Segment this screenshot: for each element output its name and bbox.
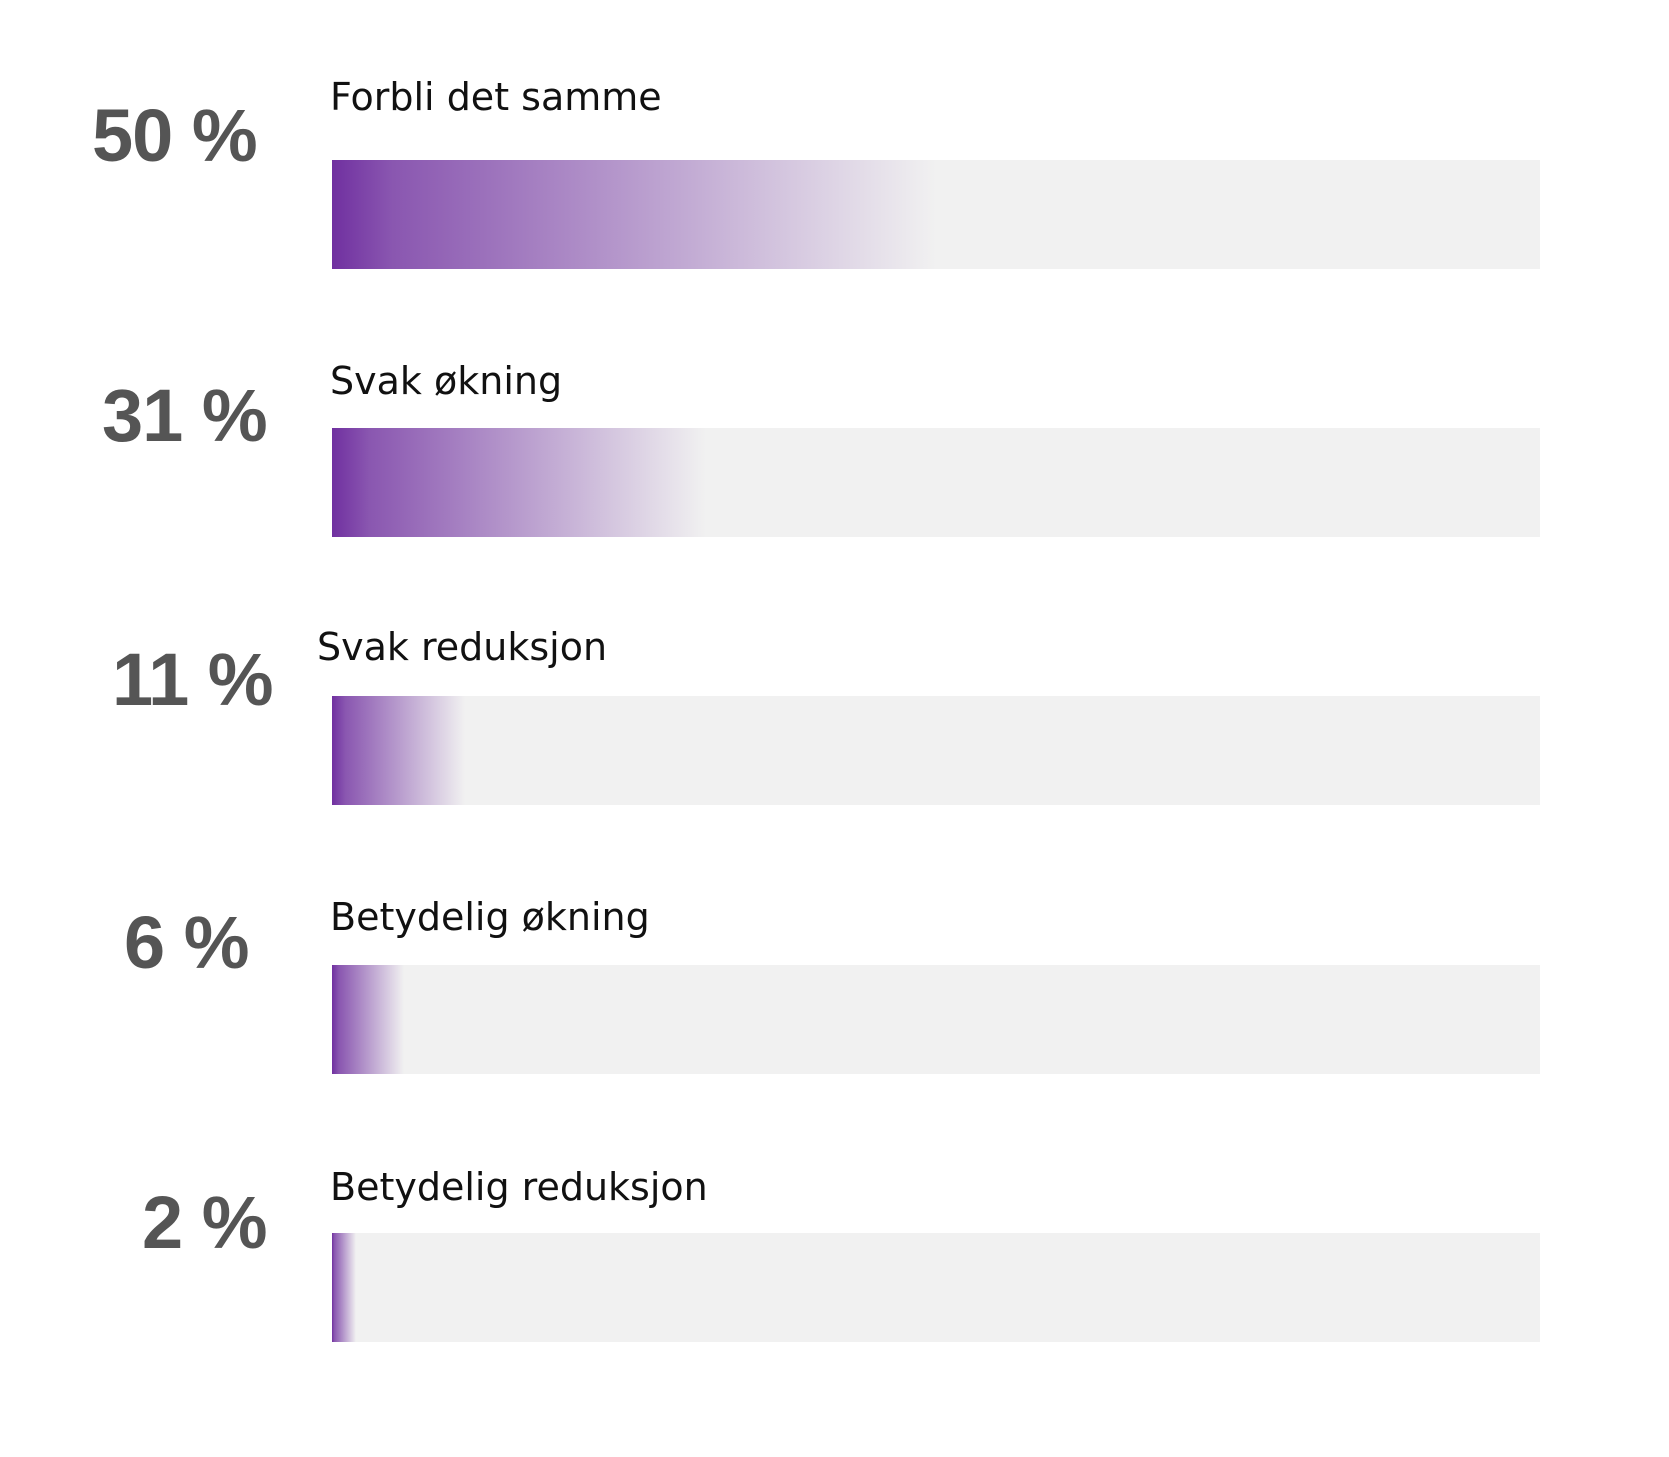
bar-track xyxy=(332,965,1540,1074)
category-label: Forbli det samme xyxy=(330,75,662,119)
category-label: Betydelig reduksjon xyxy=(330,1165,708,1209)
bar-fill xyxy=(332,160,936,269)
bar-track xyxy=(332,1233,1540,1342)
percent-value: 6 % xyxy=(124,901,250,984)
percent-value: 31 % xyxy=(102,374,268,457)
percent-value: 50 % xyxy=(92,94,258,177)
bar-track xyxy=(332,160,1540,269)
percent-value: 11 % xyxy=(112,638,274,721)
bar-fill xyxy=(332,428,707,537)
category-label: Svak økning xyxy=(330,359,563,403)
category-label: Svak reduksjon xyxy=(317,625,608,669)
bar-track xyxy=(332,696,1540,805)
bar-track xyxy=(332,428,1540,537)
bar-fill xyxy=(332,965,405,1074)
bar-fill xyxy=(332,1233,357,1342)
category-label: Betydelig økning xyxy=(330,895,650,939)
percent-value: 2 % xyxy=(142,1181,268,1264)
bar-fill xyxy=(332,696,465,805)
